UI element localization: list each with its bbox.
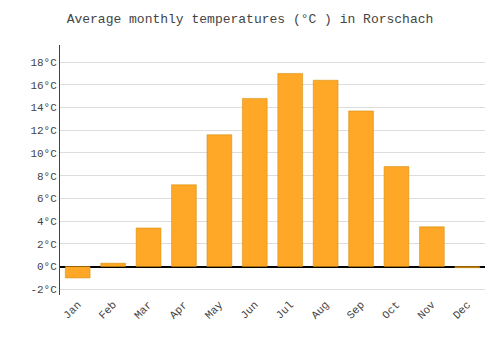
svg-text:Jun: Jun	[238, 299, 260, 321]
svg-text:Oct: Oct	[380, 299, 402, 321]
svg-text:May: May	[203, 299, 226, 322]
svg-text:18°C: 18°C	[30, 57, 57, 69]
svg-text:10°C: 10°C	[30, 148, 57, 160]
svg-text:12°C: 12°C	[30, 125, 57, 137]
svg-text:Jul: Jul	[274, 299, 296, 321]
svg-text:14°C: 14°C	[30, 102, 57, 114]
svg-text:Feb: Feb	[97, 299, 119, 321]
svg-text:Aug: Aug	[309, 299, 331, 321]
svg-text:4°C: 4°C	[37, 216, 57, 228]
svg-text:Sep: Sep	[345, 299, 367, 321]
svg-text:Jan: Jan	[61, 299, 83, 321]
svg-text:6°C: 6°C	[37, 193, 57, 205]
svg-text:16°C: 16°C	[30, 80, 57, 92]
svg-text:Apr: Apr	[167, 299, 189, 321]
svg-text:2°C: 2°C	[37, 239, 57, 251]
svg-text:Nov: Nov	[415, 299, 438, 322]
svg-text:Dec: Dec	[451, 299, 473, 321]
svg-text:8°C: 8°C	[37, 171, 57, 183]
svg-text:-2°C: -2°C	[30, 284, 57, 296]
svg-text:0°C: 0°C	[37, 261, 57, 273]
svg-text:Mar: Mar	[132, 299, 154, 321]
svg-text:Average monthly temperatures (: Average monthly temperatures (°C ) in Ro…	[67, 12, 434, 27]
